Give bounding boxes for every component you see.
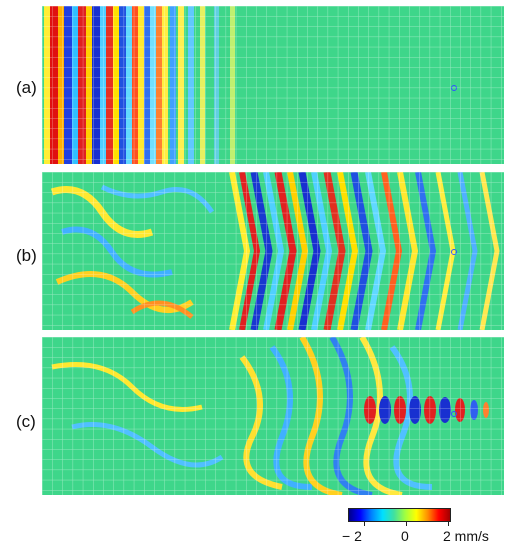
colorbar-tick-mid bbox=[406, 522, 407, 526]
colorbar-min-label: − 2 bbox=[342, 528, 362, 544]
wavefield-image-a bbox=[42, 6, 504, 164]
wavefield-image-c bbox=[42, 337, 504, 495]
colorbar-tick-max bbox=[448, 522, 449, 526]
colorbar: − 2 0 2 mm/s bbox=[342, 508, 489, 544]
panel-label-a: (a) bbox=[16, 78, 37, 97]
colorbar-tick-min bbox=[364, 522, 365, 526]
colorbar-mid-label: 0 bbox=[401, 528, 409, 544]
colorbar-max-label: 2 mm/s bbox=[443, 528, 489, 544]
panel-label-c: (c) bbox=[16, 412, 36, 431]
wavefield-image-b bbox=[42, 172, 504, 330]
wavefield-panel-b bbox=[42, 172, 504, 330]
wavefield-panel-a bbox=[42, 6, 504, 164]
panel-label-b: (b) bbox=[16, 246, 37, 265]
colorbar-gradient bbox=[348, 508, 451, 522]
wavefield-panel-c bbox=[42, 337, 504, 495]
